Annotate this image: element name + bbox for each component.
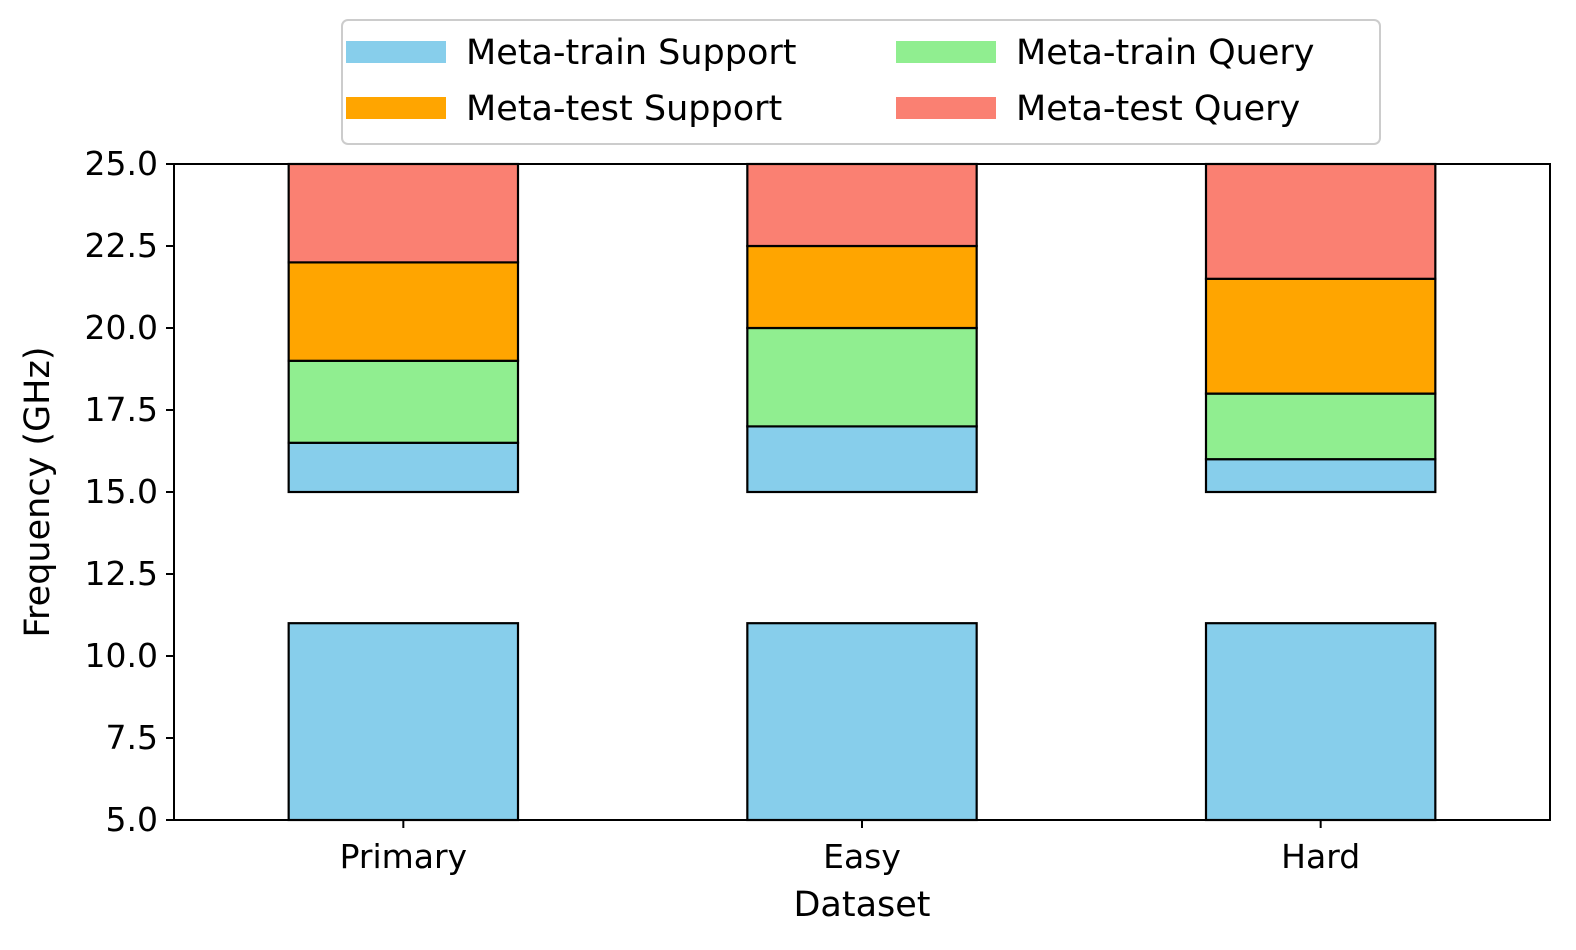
bar-meta-train-support-hard-0	[1204, 622, 1437, 822]
bar-meta-test-query-primary-0	[287, 162, 520, 264]
y-tick-label: 17.5	[85, 390, 158, 429]
y-axis: 5.0 7.5 10.0 12.5 15.0 17.5 20.0 22.5 25.0	[85, 144, 174, 839]
legend-label-meta-train-support: Meta-train Support	[466, 33, 796, 73]
bar-meta-train-support-primary-1	[287, 441, 520, 494]
bar-meta-train-support-easy-0	[746, 622, 978, 822]
bar-meta-train-support-primary-0	[287, 622, 520, 822]
y-tick-label: 5.0	[106, 800, 158, 839]
bar-meta-train-support-easy-1	[746, 425, 978, 494]
legend-swatch-meta-test-support	[346, 97, 446, 119]
y-axis-label: Frequency (GHz)	[18, 346, 58, 637]
y-tick-label: 12.5	[85, 554, 158, 593]
y-tick-label: 15.0	[85, 472, 158, 511]
y-tick-label: 10.0	[85, 636, 158, 675]
legend-label-meta-test-support: Meta-test Support	[466, 89, 782, 129]
x-axis: Primary Easy Hard	[340, 820, 1360, 876]
y-tick-label: 25.0	[85, 144, 158, 183]
y-tick-label: 7.5	[106, 718, 158, 757]
legend-swatch-meta-train-support	[346, 41, 446, 63]
legend: Meta-train Support Meta-test Support Meta-…	[341, 19, 1381, 145]
legend-box	[341, 19, 1381, 145]
y-tick-label: 20.0	[85, 308, 158, 347]
bars	[287, 162, 1437, 822]
legend-swatch-meta-test-query	[896, 97, 996, 119]
x-axis-label: Dataset	[793, 885, 930, 925]
legend-label-meta-train-query: Meta-train Query	[1016, 33, 1315, 73]
x-tick-label-hard: Hard	[1281, 837, 1360, 876]
bar-meta-test-support-primary-0	[287, 261, 520, 362]
bar-meta-train-query-easy-0	[746, 326, 978, 428]
legend-label-meta-test-query: Meta-test Query	[1016, 89, 1300, 129]
bar-meta-test-query-easy-0	[746, 162, 978, 248]
x-tick-label-easy: Easy	[823, 837, 901, 876]
x-tick-label-primary: Primary	[340, 837, 468, 876]
bar-meta-train-query-primary-0	[287, 359, 520, 444]
bar-meta-test-query-hard-0	[1204, 162, 1437, 280]
legend-swatch-meta-train-query	[896, 41, 996, 63]
bar-meta-test-support-hard-0	[1204, 277, 1437, 395]
bar-meta-train-query-hard-0	[1204, 392, 1437, 461]
bar-meta-train-support-hard-1	[1204, 458, 1437, 494]
bar-meta-test-support-easy-0	[746, 244, 978, 330]
y-tick-label: 22.5	[85, 226, 158, 265]
